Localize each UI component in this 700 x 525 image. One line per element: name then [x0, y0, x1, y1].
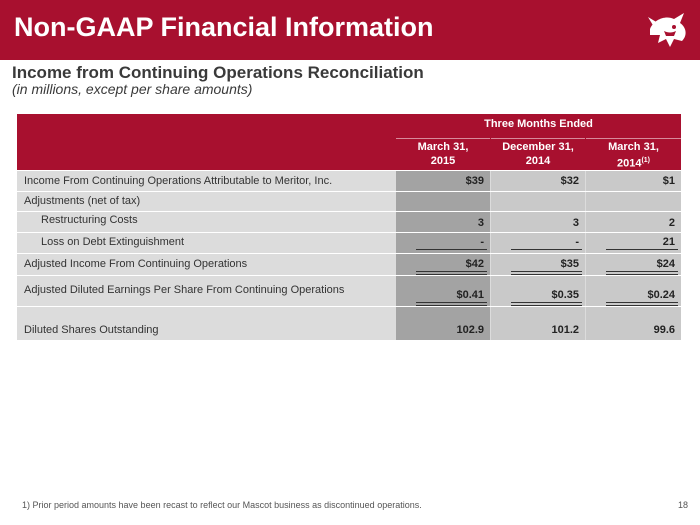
total-double-underline	[606, 302, 678, 306]
subtotal-underline	[511, 249, 582, 250]
table-row: Adjustments (net of tax)	[17, 191, 681, 211]
section-subtitle: Income from Continuing Operations Reconc…	[12, 63, 424, 82]
cell-value: 2	[668, 217, 675, 229]
subtotal-underline	[606, 249, 678, 250]
table-cell: 21	[586, 233, 681, 253]
cell-value: $24	[656, 258, 675, 270]
cell-value: $1	[662, 175, 675, 187]
row-label: Adjusted Income From Continuing Operatio…	[24, 258, 248, 270]
total-double-underline	[511, 302, 582, 306]
table-row: Adjusted Diluted Earnings Per Share From…	[17, 275, 681, 306]
table-cell	[396, 192, 490, 211]
table-row: Restructuring Costs 3 3 2	[17, 211, 681, 232]
cell-value: 99.6	[653, 324, 675, 336]
bull-logo-icon	[648, 13, 686, 47]
table-cell: $24	[586, 254, 681, 275]
reconciliation-table: Three Months Ended March 31, 2015 Decemb…	[17, 114, 681, 340]
row-label: Adjusted Diluted Earnings Per Share From…	[24, 284, 345, 296]
column-header: March 31, 2014(1)	[586, 138, 681, 171]
table-cell: -	[491, 233, 585, 253]
table-cell: 101.2	[491, 307, 585, 340]
header-bar: Non-GAAP Financial Information	[0, 0, 700, 60]
row-label: Loss on Debt Extinguishment	[41, 236, 185, 248]
column-header-line2: 2014	[525, 155, 551, 167]
cell-value: $39	[465, 175, 484, 187]
table-cell: $0.41	[396, 276, 490, 306]
slide-title: Non-GAAP Financial Information	[14, 12, 434, 42]
cell-value: -	[575, 236, 579, 248]
row-label: Restructuring Costs	[41, 214, 138, 226]
cell-value: 102.9	[456, 324, 484, 336]
cell-value: $0.35	[551, 289, 579, 301]
column-header-line2: 2015	[430, 155, 456, 167]
column-header-line1: March 31,	[417, 141, 469, 153]
table-cell: 3	[396, 212, 490, 232]
cell-value: $0.24	[647, 289, 675, 301]
column-header-line1: March 31,	[608, 141, 659, 153]
total-double-underline	[511, 271, 582, 275]
total-double-underline	[416, 271, 487, 275]
total-double-underline	[606, 271, 678, 275]
table-header-span: Three Months Ended	[17, 114, 681, 136]
table-header-columns: March 31, 2015 December 31, 2014 March 3…	[17, 136, 681, 170]
cell-value: 3	[572, 217, 579, 229]
table-cell: $0.35	[491, 276, 585, 306]
table-row: Diluted Shares Outstanding 102.9 101.2 9…	[17, 306, 681, 340]
column-header: March 31, 2015	[396, 138, 490, 168]
period-span-label: Three Months Ended	[484, 118, 593, 130]
table-row: Adjusted Income From Continuing Operatio…	[17, 253, 681, 275]
column-header-line1: December 31,	[502, 141, 574, 153]
table-cell: $39	[396, 171, 490, 191]
table-cell: $1	[586, 171, 681, 191]
units-note: (in millions, except per share amounts)	[12, 81, 253, 97]
table-cell: -	[396, 233, 490, 253]
row-label: Income From Continuing Operations Attrib…	[24, 175, 333, 187]
table-cell	[491, 192, 585, 211]
total-double-underline	[416, 302, 487, 306]
cell-value: $0.41	[456, 289, 484, 301]
footnote-marker: (1)	[641, 157, 651, 164]
cell-value: 21	[662, 236, 675, 248]
cell-value: $35	[560, 258, 579, 270]
table-cell: $0.24	[586, 276, 681, 306]
table-cell: $42	[396, 254, 490, 275]
table-cell: 99.6	[586, 307, 681, 340]
table-row: Income From Continuing Operations Attrib…	[17, 170, 681, 191]
column-header-line2: 2014(1)	[586, 154, 681, 171]
column-header: December 31, 2014	[491, 138, 585, 168]
table-cell: $32	[491, 171, 585, 191]
table-cell: 102.9	[396, 307, 490, 340]
table-cell	[586, 192, 681, 211]
cell-value: 3	[477, 217, 484, 229]
cell-value: -	[480, 236, 484, 248]
cell-value: $32	[560, 175, 579, 187]
table-row: Loss on Debt Extinguishment - - 21	[17, 232, 681, 253]
cell-value: 101.2	[551, 324, 579, 336]
cell-value: $42	[465, 258, 484, 270]
subtotal-underline	[416, 249, 487, 250]
page-number: 18	[678, 500, 689, 510]
column-header-year: 2014	[616, 157, 642, 170]
table-cell: $35	[491, 254, 585, 275]
row-label: Diluted Shares Outstanding	[24, 324, 159, 336]
footnote: 1) Prior period amounts have been recast…	[22, 500, 422, 510]
table-cell: 2	[586, 212, 681, 232]
row-label: Adjustments (net of tax)	[24, 195, 141, 207]
table-cell: 3	[491, 212, 585, 232]
